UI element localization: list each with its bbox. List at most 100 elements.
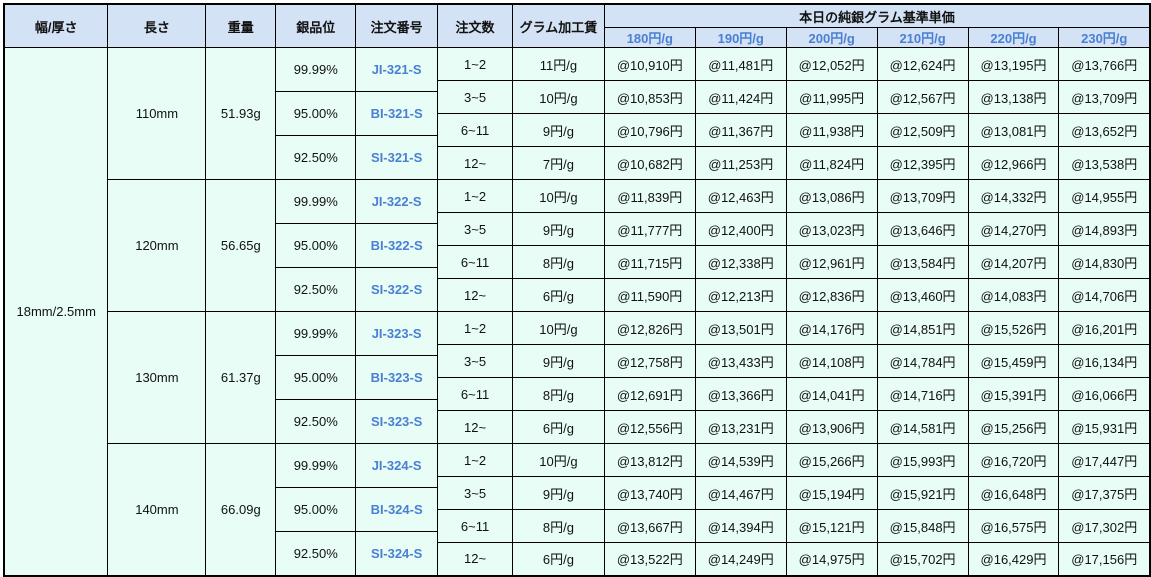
price-cell: @13,023円	[785, 212, 878, 246]
grade-cell: 95.00%	[275, 91, 357, 136]
fee-cell: 8円/g	[512, 245, 605, 279]
table-subrow: 12~ 6円/g @13,522円 @14,249円 @14,975円 @15,702円 @…	[4, 542, 1151, 576]
header-order-no: 注文番号	[355, 3, 439, 48]
price-cell: @16,201円	[1058, 311, 1151, 345]
price-cell: @14,108円	[785, 344, 878, 378]
qty-cell: 3~5	[437, 80, 513, 114]
price-cell: @17,375円	[1058, 476, 1151, 510]
table-subrow: 12~ 6円/g @12,556円 @13,231円 @13,906円 @14,581円 @…	[4, 410, 1151, 444]
price-cell: @12,400円	[694, 212, 787, 246]
price-cell: @17,447円	[1058, 443, 1151, 477]
length-cell: 140mm	[107, 443, 207, 576]
order-code-cell: JI-324-S	[355, 443, 439, 488]
price-cell: @13,538円	[1058, 146, 1151, 180]
qty-cell: 12~	[437, 278, 513, 312]
fee-cell: 6円/g	[512, 278, 605, 312]
qty-cell: 1~2	[437, 179, 513, 213]
table-subrow: 12~ 7円/g @10,682円 @11,253円 @11,824円 @12,395円 @…	[4, 146, 1151, 180]
price-cell: @12,567円	[876, 80, 969, 114]
price-cell: @10,910円	[603, 47, 696, 81]
weight-cell: 66.09g	[205, 443, 277, 576]
table-subrow: 130mm 61.37g 99.99% JI-323-S 1~2 10円/g @12,826…	[4, 311, 1151, 444]
price-cell: @15,194円	[785, 476, 878, 510]
price-cell: @14,851円	[876, 311, 969, 345]
header-length: 長さ	[107, 3, 207, 48]
price-cell: @12,836円	[785, 278, 878, 312]
price-cell: @11,424円	[694, 80, 787, 114]
qty-cell: 3~5	[437, 476, 513, 510]
price-cell: @14,467円	[694, 476, 787, 510]
price-cell: @13,460円	[876, 278, 969, 312]
grade-cell: 95.00%	[275, 223, 357, 268]
price-cell: @12,691円	[603, 377, 696, 411]
price-cell: @14,176円	[785, 311, 878, 345]
fee-cell: 9円/g	[512, 212, 605, 246]
table-subrow: 92.50% SI-321-S	[4, 135, 1150, 180]
order-code-cell: JI-322-S	[355, 179, 439, 224]
table-subrow: 95.00% BI-321-S	[4, 91, 1150, 136]
width-cell: 18mm/2.5mm	[3, 47, 109, 576]
price-cell: @15,266円	[785, 443, 878, 477]
fee-cell: 11円/g	[512, 47, 605, 81]
price-cell: @15,391円	[967, 377, 1060, 411]
length-cell: 110mm	[107, 47, 207, 180]
price-cell: @15,526円	[967, 311, 1060, 345]
qty-cell: 1~2	[437, 311, 513, 345]
header-price-3: 210円/g	[876, 27, 969, 48]
fee-cell: 10円/g	[512, 311, 605, 345]
price-cell: @16,648円	[967, 476, 1060, 510]
fee-cell: 8円/g	[512, 377, 605, 411]
table-subrow: 3~5 9円/g @13,740円 @14,467円 @15,194円 @15,921円 @…	[4, 476, 1151, 510]
price-cell: @13,231円	[694, 410, 787, 444]
fee-cell: 9円/g	[512, 113, 605, 147]
qty-cell: 12~	[437, 146, 513, 180]
grade-cell: 99.99%	[275, 311, 357, 356]
grade-cell: 99.99%	[275, 179, 357, 224]
grade-cell: 95.00%	[275, 487, 357, 532]
header-qty: 注文数	[437, 3, 513, 48]
grade-cell: 99.99%	[275, 443, 357, 488]
table-body: 18mm/2.5mm 110mm 51.93g 99.99% JI-321-S 1~2 11…	[3, 47, 1151, 576]
qty-cell: 6~11	[437, 113, 513, 147]
grade-cell: 92.50%	[275, 135, 357, 180]
price-cell: @10,682円	[603, 146, 696, 180]
price-cell: @11,777円	[603, 212, 696, 246]
table-subrow: 6~11 8円/g @11,715円 @12,338円 @12,961円 @13,584円…	[4, 245, 1151, 279]
table-subrow: 95.00% BI-323-S	[4, 355, 1150, 400]
price-cell: @12,338円	[694, 245, 787, 279]
price-cell: @11,715円	[603, 245, 696, 279]
price-cell: @13,501円	[694, 311, 787, 345]
order-code-cell: SI-321-S	[355, 135, 439, 180]
price-cell: @15,256円	[967, 410, 1060, 444]
table-subrow: 6~11 8円/g @13,667円 @14,394円 @15,121円 @15,848円…	[4, 509, 1151, 543]
price-cell: @13,812円	[603, 443, 696, 477]
table-subrow: 6~11 9円/g @10,796円 @11,367円 @11,938円 @12,509円…	[4, 113, 1151, 147]
table-subrow: 18mm/2.5mm 110mm 51.93g 99.99% JI-321-S 1~2 11…	[3, 47, 1151, 576]
price-cell: @13,709円	[876, 179, 969, 213]
grade-cell: 99.99%	[275, 47, 357, 92]
price-cell: @16,575円	[967, 509, 1060, 543]
price-cell: @11,824円	[785, 146, 878, 180]
price-cell: @14,955円	[1058, 179, 1151, 213]
grade-cell: 95.00%	[275, 355, 357, 400]
price-cell: @14,539円	[694, 443, 787, 477]
price-cell: @12,395円	[876, 146, 969, 180]
fee-cell: 7円/g	[512, 146, 605, 180]
fee-cell: 10円/g	[512, 179, 605, 213]
price-cell: @11,839円	[603, 179, 696, 213]
price-cell: @13,366円	[694, 377, 787, 411]
fee-cell: 10円/g	[512, 443, 605, 477]
fee-cell: 9円/g	[512, 344, 605, 378]
grade-cell: 92.50%	[275, 399, 357, 444]
qty-cell: 12~	[437, 542, 513, 576]
header-price-5: 230円/g	[1058, 27, 1151, 48]
price-cell: @11,253円	[694, 146, 787, 180]
order-code-cell: BI-324-S	[355, 487, 439, 532]
price-cell: @15,921円	[876, 476, 969, 510]
order-code-cell: BI-322-S	[355, 223, 439, 268]
order-code-cell: SI-323-S	[355, 399, 439, 444]
price-cell: @14,083円	[967, 278, 1060, 312]
price-cell: @12,966円	[967, 146, 1060, 180]
price-cell: @16,066円	[1058, 377, 1151, 411]
price-cell: @13,740円	[603, 476, 696, 510]
